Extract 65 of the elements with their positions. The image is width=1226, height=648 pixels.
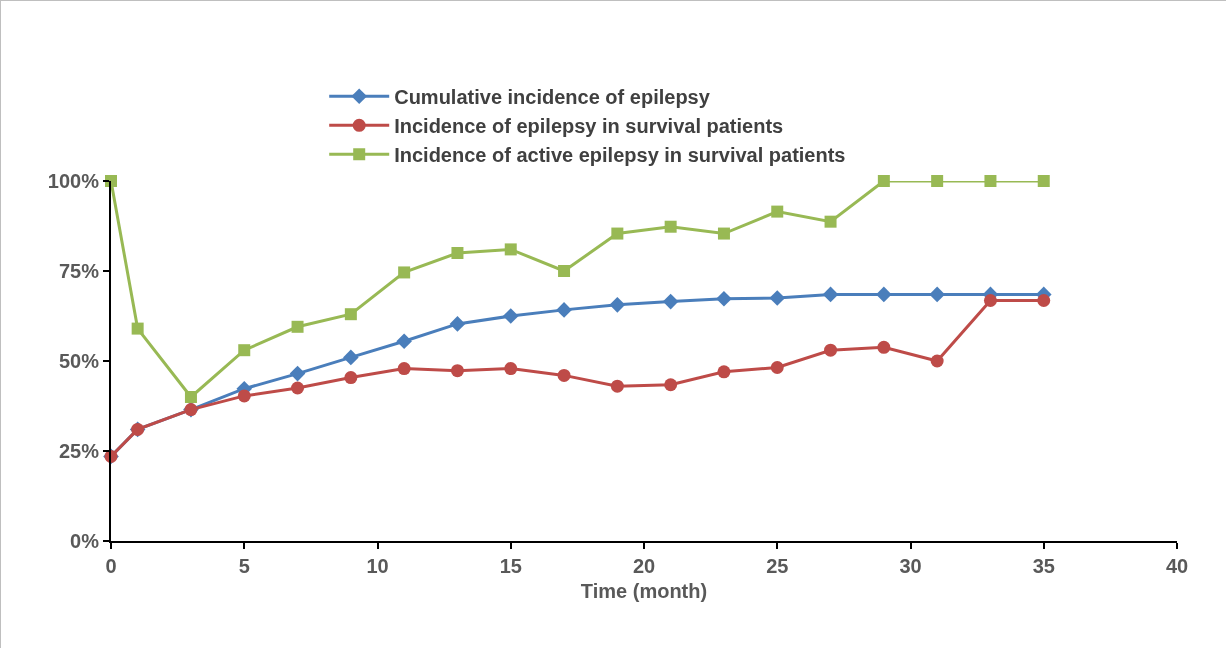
point <box>291 381 305 395</box>
point <box>449 316 466 332</box>
point <box>237 389 251 403</box>
y-tick-label: 25% <box>58 440 100 462</box>
point <box>769 290 786 306</box>
point <box>504 362 518 376</box>
x-tick-label: 15 <box>499 555 522 577</box>
point <box>877 340 891 354</box>
point <box>344 308 357 321</box>
point <box>343 349 359 366</box>
point <box>664 378 678 392</box>
point <box>984 175 997 187</box>
point <box>877 175 890 187</box>
point <box>662 293 679 310</box>
x-tick-label: 5 <box>238 555 250 577</box>
x-tick-label: 40 <box>1165 555 1189 577</box>
legend-label: Incidence of epilepsy in survival patients <box>394 115 784 138</box>
y-tick-label: 50% <box>58 350 100 372</box>
point <box>771 205 784 218</box>
point <box>609 297 626 313</box>
point <box>450 364 464 378</box>
point <box>504 243 517 256</box>
x-axis-title: Time (month) <box>580 580 708 602</box>
x-tick-label: 30 <box>899 555 922 577</box>
point <box>291 320 304 333</box>
point <box>611 227 624 240</box>
point <box>717 227 730 240</box>
point <box>716 290 732 307</box>
point <box>131 322 144 335</box>
point <box>929 286 945 303</box>
point <box>610 379 624 393</box>
point <box>556 302 572 318</box>
point <box>770 360 784 374</box>
point <box>396 333 412 349</box>
point <box>983 294 997 308</box>
point <box>876 286 892 303</box>
x-tick-label: 25 <box>766 555 789 577</box>
point <box>558 265 571 277</box>
y-tick-label: 75% <box>58 260 100 282</box>
point <box>344 371 358 385</box>
point <box>238 344 251 357</box>
point <box>717 365 731 379</box>
y-tick-label: 0% <box>70 530 100 552</box>
x-tick-label: 20 <box>632 555 656 577</box>
point <box>664 220 677 233</box>
point <box>1037 175 1050 187</box>
point <box>824 215 837 228</box>
point <box>184 391 197 403</box>
point <box>557 368 571 382</box>
point <box>930 354 944 368</box>
point <box>822 286 839 303</box>
point <box>502 308 519 324</box>
point <box>824 343 838 357</box>
point <box>931 175 944 187</box>
x-tick-label: 0 <box>105 555 117 577</box>
point <box>398 266 411 279</box>
point <box>397 362 411 376</box>
point <box>451 247 464 259</box>
point <box>289 365 306 382</box>
legend-label: Incidence of active epilepsy in survival patients <box>394 144 846 167</box>
x-tick-label: 10 <box>366 555 389 577</box>
x-tick-label: 35 <box>1032 555 1055 577</box>
point <box>1037 294 1051 308</box>
legend-label: Cumulative incidence of epilepsy <box>394 86 711 109</box>
y-tick-label: 100% <box>47 170 100 192</box>
